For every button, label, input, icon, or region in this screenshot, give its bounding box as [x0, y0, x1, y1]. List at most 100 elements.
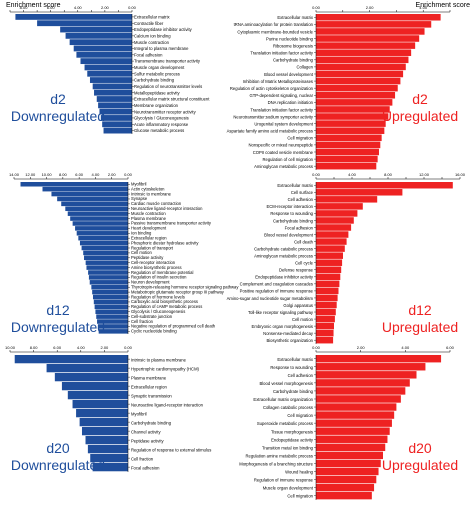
bar	[316, 70, 404, 78]
panel-label: Downregulated	[11, 319, 105, 335]
category-label: Neuron development	[131, 280, 170, 285]
bar	[316, 411, 395, 419]
category-label: Glycolysis / Gluconeogenesis	[131, 309, 185, 314]
bar	[316, 280, 340, 288]
bar	[316, 49, 412, 56]
bar	[76, 409, 128, 418]
bar	[316, 403, 397, 411]
panel-label: Upregulated	[382, 457, 458, 473]
category-label: Contractile fiber	[134, 21, 164, 26]
category-label: Extracellular region	[131, 384, 168, 389]
panel-label: Downregulated	[11, 457, 105, 473]
category-label: Extracellular matrix	[277, 183, 314, 188]
bar	[316, 483, 375, 492]
bar	[316, 294, 338, 302]
bar	[316, 459, 381, 468]
bar	[81, 427, 128, 436]
bar	[84, 255, 128, 261]
bar	[76, 51, 132, 58]
bar	[316, 231, 349, 238]
category-label: Synapse	[131, 196, 148, 201]
category-label: Synaptic transmission	[131, 393, 172, 398]
bar	[316, 127, 385, 134]
category-label: Heart development	[131, 226, 167, 231]
panel-label: Upregulated	[382, 319, 458, 335]
category-label: Sulfur metabolic process	[134, 71, 180, 76]
panel-label: Upregulated	[382, 108, 458, 124]
category-label: Intrinsic to plasma membrane	[131, 357, 187, 362]
x-tick-label: 12.00	[419, 172, 430, 177]
category-label: Cardiac muscle contraction	[131, 201, 182, 206]
bar	[57, 196, 128, 202]
category-label: Aspartate family amino acid metabolic pr…	[227, 129, 313, 134]
category-label: Neurotransmitter receptor activity	[134, 109, 197, 114]
x-tick-label: 2.00	[101, 5, 110, 10]
category-label: Cell-substrate junction	[131, 314, 173, 319]
bar	[316, 238, 347, 245]
bar	[316, 315, 335, 323]
bar	[316, 35, 420, 42]
category-label: Response to wounding	[270, 211, 313, 216]
x-tick-label: 10.00	[42, 172, 53, 177]
category-label: Aminoglycan metabolic process	[254, 253, 313, 258]
category-label: Aminoglycan metabolic process	[254, 164, 313, 169]
category-label: Passive transmembrane transporter activi…	[131, 221, 212, 226]
bar	[316, 92, 396, 99]
category-label: Cell-receptor interaction	[131, 260, 176, 265]
bar	[92, 463, 128, 472]
x-tick-label: 6.00	[47, 5, 56, 10]
category-label: Actin cytoskeleton	[131, 186, 165, 191]
bar	[316, 28, 425, 35]
category-label: Endopeptidase inhibitor activity	[255, 275, 314, 280]
bar	[316, 451, 383, 460]
panels: 0.00 2.00 4.00 6.00 8.00 Extracellular matrix…	[5, 5, 466, 500]
x-tick-label: 4.00	[77, 345, 86, 350]
bar	[316, 155, 378, 163]
category-label: Negative regulation of programmed cell d…	[131, 324, 216, 329]
category-label: Golgi apparatus	[283, 303, 313, 308]
category-label: Plasma membrane	[131, 375, 167, 380]
bar	[90, 454, 128, 463]
category-label: Transmembrane transporter activity	[134, 59, 201, 64]
category-label: Amino-sugar and nucleotide sugar metabol…	[227, 296, 314, 301]
category-label: Blood vessel morphogenesis	[259, 381, 313, 386]
bar	[316, 371, 417, 379]
category-label: Blood vessel development	[264, 72, 314, 77]
bar	[316, 329, 334, 337]
category-label: COPII coated vesicle membrane	[253, 150, 314, 155]
bar	[316, 387, 406, 395]
category-label: Neuroactive ligand-receptor interaction	[131, 402, 204, 407]
bar	[67, 391, 128, 400]
bar	[316, 120, 386, 127]
category-label: Endopeptidase activity	[271, 437, 314, 442]
category-label: Cyclic nucleotide binding	[131, 329, 177, 334]
bar	[95, 309, 128, 314]
category-label: Peptidase activity	[131, 438, 164, 443]
category-label: Phosphoric diester hydrolase activity	[131, 240, 199, 245]
bar	[94, 304, 128, 310]
panel-label: d12	[46, 302, 70, 318]
bar	[316, 301, 337, 309]
category-label: Defense response	[279, 268, 314, 273]
category-label: Positive regulation of immune response	[240, 289, 314, 294]
panel-label: d20	[408, 440, 432, 456]
bar	[316, 99, 393, 106]
category-label: Translation initiation factor activity	[250, 107, 314, 112]
bar	[88, 275, 128, 280]
category-label: tRNA aminoacylation for protein translat…	[234, 22, 314, 27]
bar	[69, 39, 132, 46]
bar	[316, 148, 379, 156]
bar	[20, 182, 129, 187]
bar	[85, 260, 128, 265]
category-label: Focal adhesion	[285, 225, 314, 230]
bar	[67, 211, 128, 216]
category-label: Glycolysis / Gluconeogenesis	[134, 116, 189, 121]
bar	[78, 235, 128, 241]
x-tick-label: 2.00	[366, 5, 375, 10]
category-label: Regulation of neurotransmitter levels	[134, 84, 202, 89]
bar	[72, 400, 128, 409]
bar	[70, 216, 128, 221]
category-label: Cell motion	[292, 317, 314, 322]
panel-label: Downregulated	[11, 108, 105, 124]
